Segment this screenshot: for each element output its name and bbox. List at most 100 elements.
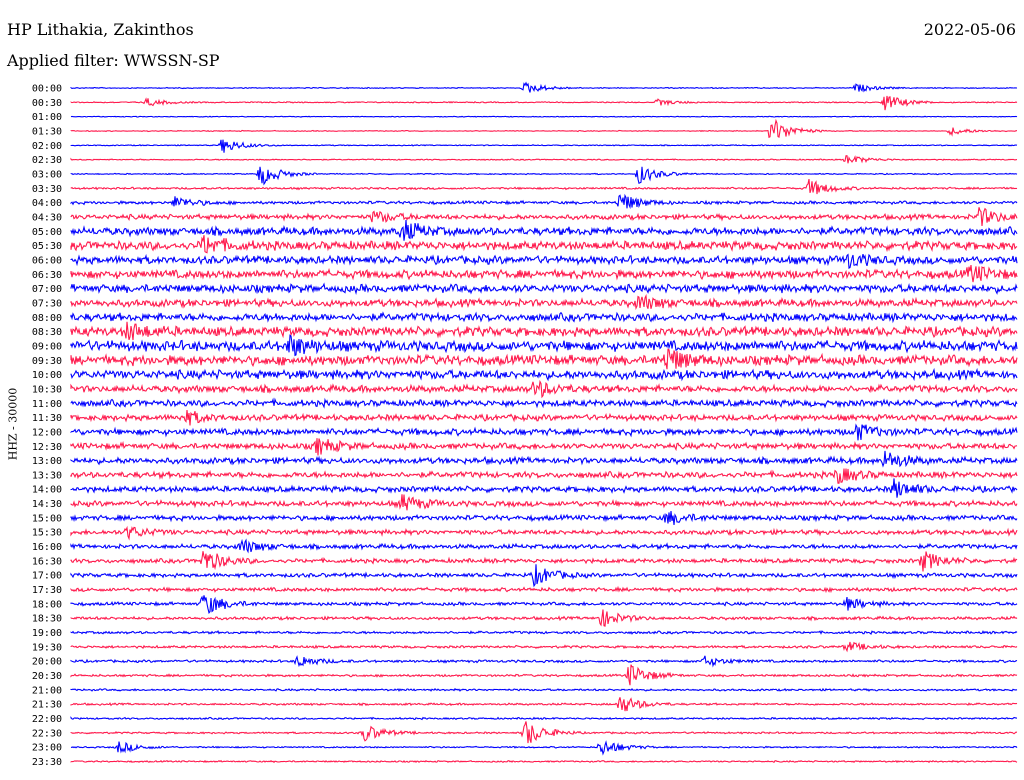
trace-row [70,219,1018,241]
row-time-label: 03:00 [32,169,62,180]
row-time-label: 18:30 [32,614,62,625]
station-title: HP Lithakia, Zakinthos [7,20,194,39]
row-time-label: 14:00 [32,485,62,496]
trace-row [70,478,1018,498]
trace-row [70,81,1018,93]
trace-row [70,438,1018,456]
trace-row [70,207,1018,227]
trace-row [70,193,1018,210]
row-time-label: 14:30 [32,499,62,510]
row-time-label: 00:00 [32,84,62,95]
trace-row [70,468,1018,484]
row-time-label: 13:00 [32,456,62,467]
trace-row [70,397,1018,409]
trace-row [70,311,1018,324]
row-time-label: 09:00 [32,341,62,352]
trace-row [70,759,1018,764]
trace-row [70,716,1017,721]
row-time-label: 02:00 [32,141,62,152]
trace-row [70,265,1018,283]
trace-row [70,664,1018,686]
trace-row [70,253,1018,270]
row-time-label: 01:30 [32,126,62,137]
row-time-label: 17:30 [32,585,62,596]
row-time-label: 10:30 [32,384,62,395]
row-time-label: 15:00 [32,513,62,524]
row-time-label: 00:30 [32,98,62,109]
row-time-label: 10:00 [32,370,62,381]
trace-row [70,551,1018,572]
row-time-label: 12:00 [32,427,62,438]
row-time-label: 08:00 [32,313,62,324]
row-time-label: 09:30 [32,356,62,367]
trace-row [70,282,1018,295]
trace-row [70,595,1018,614]
trace-row [70,641,1018,653]
row-time-label: 08:30 [32,327,62,338]
date-label: 2022-05-06 [923,20,1016,39]
row-time-label: 02:30 [32,155,62,166]
row-time-label: 16:00 [32,542,62,553]
trace-row [70,348,1018,370]
row-time-label: 20:00 [32,657,62,668]
trace-row [70,697,1018,712]
trace-row [70,585,1018,594]
trace-row [70,334,1018,357]
row-time-label: 19:30 [32,642,62,653]
row-time-label: 19:00 [32,628,62,639]
trace-row [70,95,1018,111]
row-time-label: 16:30 [32,556,62,567]
row-time-label: 22:30 [32,728,62,739]
trace-row [70,564,1018,588]
trace-row [70,740,1018,756]
row-time-label: 21:00 [32,685,62,696]
row-time-label: 01:00 [32,112,62,123]
trace-row [70,687,1018,692]
trace-row [70,410,1018,426]
trace-row [70,178,1018,195]
trace-row [70,379,1018,399]
trace-row [70,423,1018,441]
trace-row [70,655,1018,668]
row-time-label: 17:00 [32,571,62,582]
row-time-label: 06:30 [32,270,62,281]
trace-row [70,139,1018,153]
trace-row [70,609,1018,627]
trace-row [70,721,1018,744]
row-time-label: 18:00 [32,599,62,610]
row-time-label: 05:30 [32,241,62,252]
trace-row [70,321,1018,341]
trace-row [70,510,1018,526]
row-time-label: 23:00 [32,743,62,754]
row-time-label: 11:00 [32,399,62,410]
trace-row [70,293,1018,310]
trace-row [70,450,1018,468]
trace-row [70,155,1018,164]
trace-row [70,118,1017,139]
row-time-label: 11:30 [32,413,62,424]
trace-row [70,367,1018,382]
row-time-label: 05:00 [32,227,62,238]
trace-row [70,525,1018,541]
trace-row [70,494,1018,511]
row-time-label: 21:30 [32,700,62,711]
row-time-label: 03:30 [32,184,62,195]
row-time-label: 04:30 [32,212,62,223]
trace-row [70,235,1018,254]
trace-row [70,538,1018,554]
trace-row [70,166,1018,186]
row-time-label: 23:30 [32,757,62,768]
row-time-label: 07:30 [32,298,62,309]
row-time-label: 06:00 [32,255,62,266]
row-time-label: 07:00 [32,284,62,295]
row-time-label: 20:30 [32,671,62,682]
row-time-label: 22:00 [32,714,62,725]
trace-row [70,115,1018,118]
row-time-label: 15:30 [32,528,62,539]
filter-label: Applied filter: WWSSN-SP [7,51,220,70]
row-time-label: 12:30 [32,442,62,453]
row-time-label: 04:00 [32,198,62,209]
trace-row [70,629,1018,635]
row-time-label: 13:30 [32,470,62,481]
